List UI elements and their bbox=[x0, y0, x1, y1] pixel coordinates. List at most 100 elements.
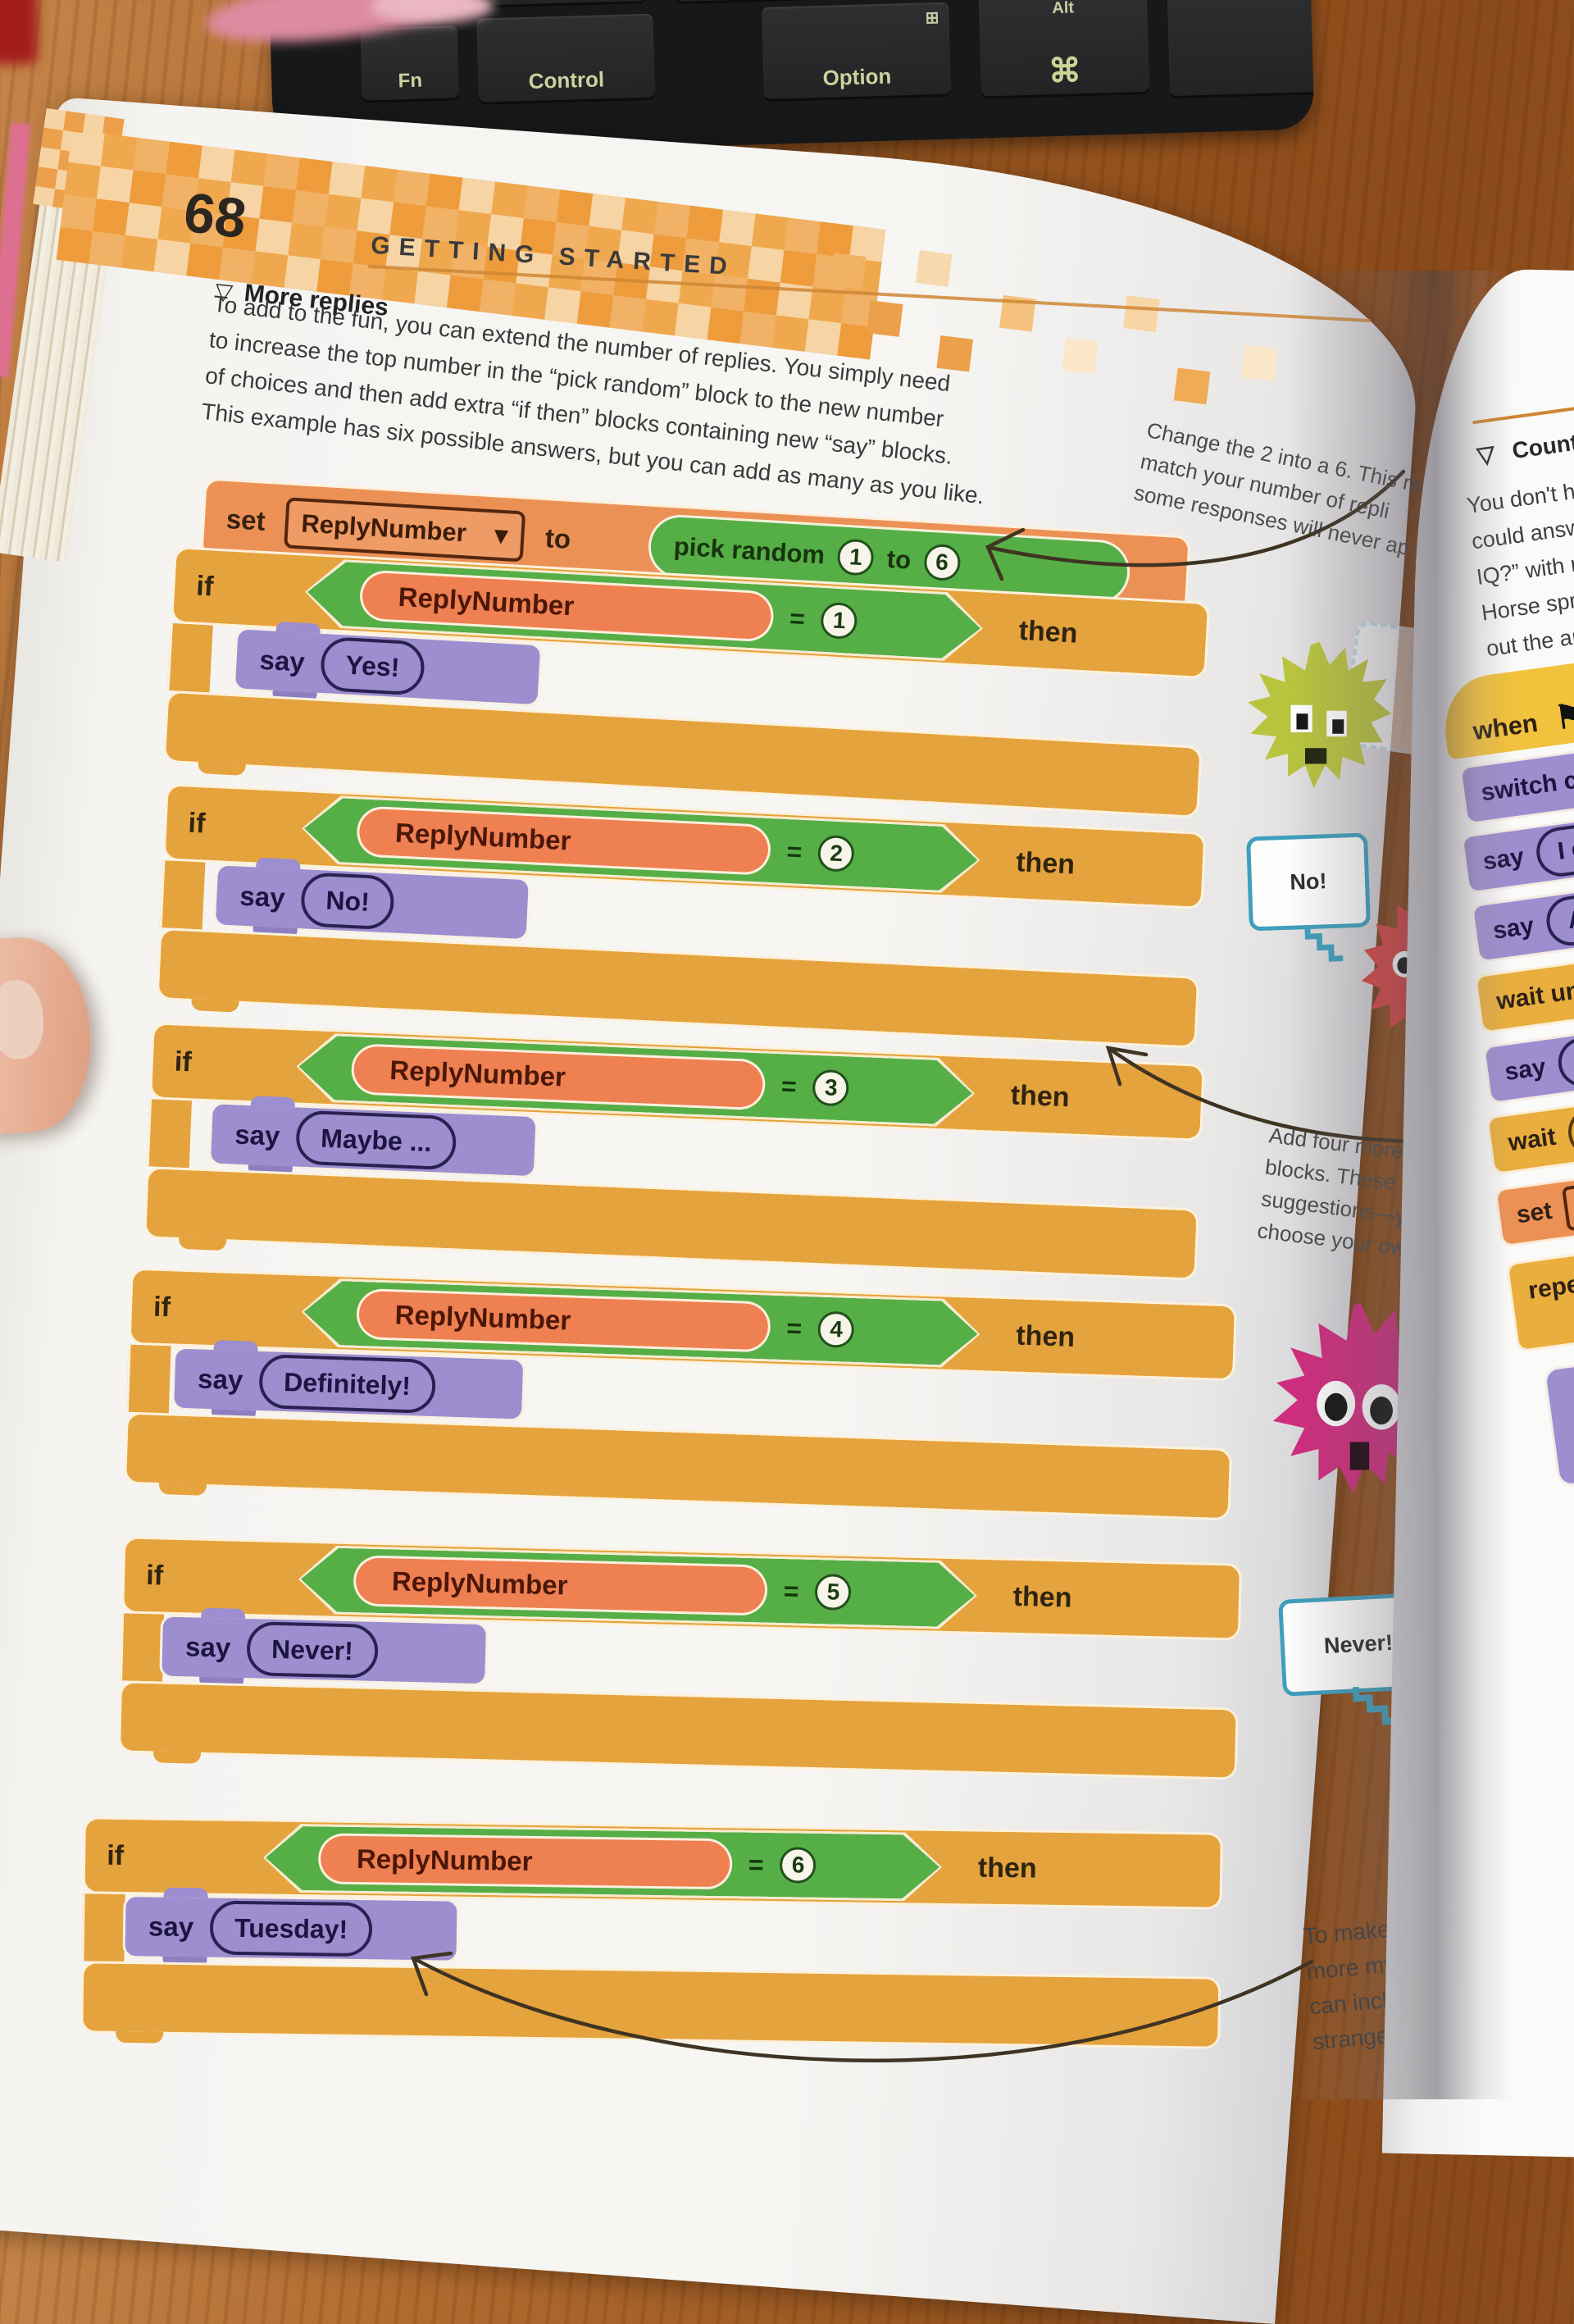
photo-of-book-page: { "page": { "number": "68", "header": "G… bbox=[0, 0, 1574, 2099]
keyboard-key-partial bbox=[674, 0, 807, 2]
say-text-oval: Definitely! bbox=[258, 1353, 436, 1415]
red-object-corner bbox=[0, 0, 38, 64]
say-text-oval: W bbox=[1555, 1032, 1574, 1091]
then-keyword: then bbox=[1015, 845, 1076, 881]
set-keyword: set bbox=[225, 504, 266, 536]
mosaic-square bbox=[1240, 344, 1278, 381]
variable-dropdown-partial bbox=[1562, 1173, 1574, 1232]
say-keyword: say bbox=[1491, 912, 1536, 945]
triangle-marker-icon: ▽ bbox=[1475, 440, 1497, 469]
random-to-value: 6 bbox=[922, 543, 962, 582]
bubble-text: Never! bbox=[1323, 1629, 1394, 1658]
equals-sign: = bbox=[785, 1312, 803, 1343]
block-label: wait un bbox=[1494, 977, 1574, 1015]
if-spine bbox=[81, 1893, 125, 1962]
condition-hex: ReplyNumber = 6 bbox=[262, 1823, 942, 1902]
say-keyword: say bbox=[197, 1363, 243, 1396]
keyboard-key-command: Alt ⌘ bbox=[978, 0, 1150, 97]
say-keyword: say bbox=[258, 644, 306, 677]
say-text-oval: No! bbox=[299, 872, 396, 931]
if-block-row-6: if ReplyNumber = 6 then say Tuesday! bbox=[80, 1816, 1223, 2049]
key-label: Option bbox=[822, 63, 892, 90]
mosaic-square bbox=[867, 300, 903, 337]
bubble-tail bbox=[1352, 1687, 1404, 1725]
key-label: Alt bbox=[1052, 0, 1075, 18]
flag-icon: ⚑ bbox=[1553, 696, 1574, 737]
variable-oval: ReplyNumber bbox=[353, 1555, 767, 1615]
pick-random-label: pick random bbox=[672, 531, 826, 570]
if-spine bbox=[166, 622, 213, 693]
equals-sign: = bbox=[783, 1575, 799, 1606]
command-icon: ⌘ bbox=[1048, 52, 1082, 90]
condition-value: 5 bbox=[815, 1574, 852, 1611]
say-block: say Definitely! bbox=[171, 1346, 526, 1422]
green-sprite bbox=[1248, 641, 1391, 789]
say-text-oval: As bbox=[1543, 890, 1574, 949]
speech-bubble-no: No! bbox=[1246, 832, 1371, 962]
if-block-row-3: if ReplyNumber = 3 then say Maybe ... bbox=[143, 1022, 1205, 1281]
if-keyword: if bbox=[145, 1559, 164, 1592]
if-keyword: if bbox=[195, 570, 215, 603]
condition-hex: ReplyNumber = 5 bbox=[298, 1545, 978, 1630]
mosaic-square bbox=[1173, 367, 1211, 405]
block-label: wait bbox=[1506, 1123, 1558, 1157]
then-keyword: then bbox=[1017, 614, 1079, 649]
when-keyword: when bbox=[1471, 708, 1540, 746]
right-heading: ▽ Counting ho bbox=[1476, 419, 1574, 469]
say-keyword: say bbox=[239, 880, 286, 914]
say-keyword: say bbox=[148, 1911, 194, 1943]
right-book-page: ▽ Counting ho You don't have could answe… bbox=[1381, 267, 1574, 2161]
purple-block-partial bbox=[1542, 1342, 1574, 1488]
variable-oval: ReplyNumber bbox=[356, 805, 771, 876]
variable-oval: ReplyNumber bbox=[358, 569, 775, 642]
then-keyword: then bbox=[1015, 1319, 1076, 1353]
page-number: 68 bbox=[180, 180, 250, 251]
say-block: say Never! bbox=[159, 1614, 489, 1687]
variable-oval: ReplyNumber bbox=[318, 1833, 733, 1889]
if-block-row-4: if ReplyNumber = 4 then say Definitely! bbox=[123, 1267, 1238, 1521]
if-keyword: if bbox=[106, 1839, 125, 1871]
if-spine bbox=[146, 1099, 193, 1169]
condition-value: 2 bbox=[817, 835, 855, 873]
say-text-oval: Maybe ... bbox=[295, 1110, 457, 1171]
window-icon: ⊞ bbox=[925, 8, 939, 28]
say-text-oval: Never! bbox=[246, 1621, 379, 1679]
variable-oval: ReplyNumber bbox=[356, 1288, 771, 1353]
wait-value-oval bbox=[1565, 1100, 1574, 1160]
right-heading-text: Counting ho bbox=[1510, 420, 1574, 464]
keyboard-key-alt-upper: Alt bbox=[489, 0, 647, 6]
keyboard-key-wide bbox=[1167, 0, 1315, 97]
speech-bubble-never: Never! bbox=[1278, 1592, 1439, 1725]
if-spine bbox=[120, 1613, 165, 1682]
right-header-rule bbox=[1472, 384, 1574, 425]
condition-value: 3 bbox=[812, 1069, 850, 1107]
random-from-value: 1 bbox=[836, 538, 876, 576]
condition-value: 6 bbox=[780, 1847, 817, 1884]
equals-sign: = bbox=[785, 836, 803, 867]
to-keyword: to bbox=[544, 522, 572, 554]
if-keyword: if bbox=[174, 1045, 193, 1078]
key-label: Control bbox=[528, 66, 605, 93]
variable-oval: ReplyNumber bbox=[350, 1043, 766, 1110]
equals-sign: = bbox=[789, 603, 806, 634]
condition-value: 1 bbox=[821, 602, 858, 640]
then-keyword: then bbox=[1010, 1078, 1071, 1113]
variable-name: ReplyNumber bbox=[300, 508, 467, 548]
mosaic-square bbox=[829, 253, 867, 289]
if-block-row-5: if ReplyNumber = 5 then say Never! bbox=[117, 1536, 1243, 1780]
block-label: set bbox=[1514, 1196, 1554, 1229]
key-label: Fn bbox=[398, 69, 423, 93]
dropdown-arrow-icon: ▾ bbox=[494, 520, 509, 550]
say-keyword: say bbox=[1481, 843, 1526, 876]
say-keyword: say bbox=[234, 1119, 281, 1151]
if-spine bbox=[125, 1344, 171, 1414]
if-keyword: if bbox=[152, 1291, 171, 1323]
block-label: repe bbox=[1526, 1270, 1574, 1305]
say-block: say Tuesday! bbox=[122, 1893, 460, 1963]
say-block: say No! bbox=[212, 863, 531, 942]
thumb-nail bbox=[0, 978, 46, 1061]
say-keyword: say bbox=[1503, 1053, 1548, 1087]
keyboard-key-option: ⊞ Option bbox=[762, 2, 952, 99]
bubble-tail bbox=[1304, 924, 1344, 962]
say-keyword: say bbox=[184, 1631, 231, 1663]
